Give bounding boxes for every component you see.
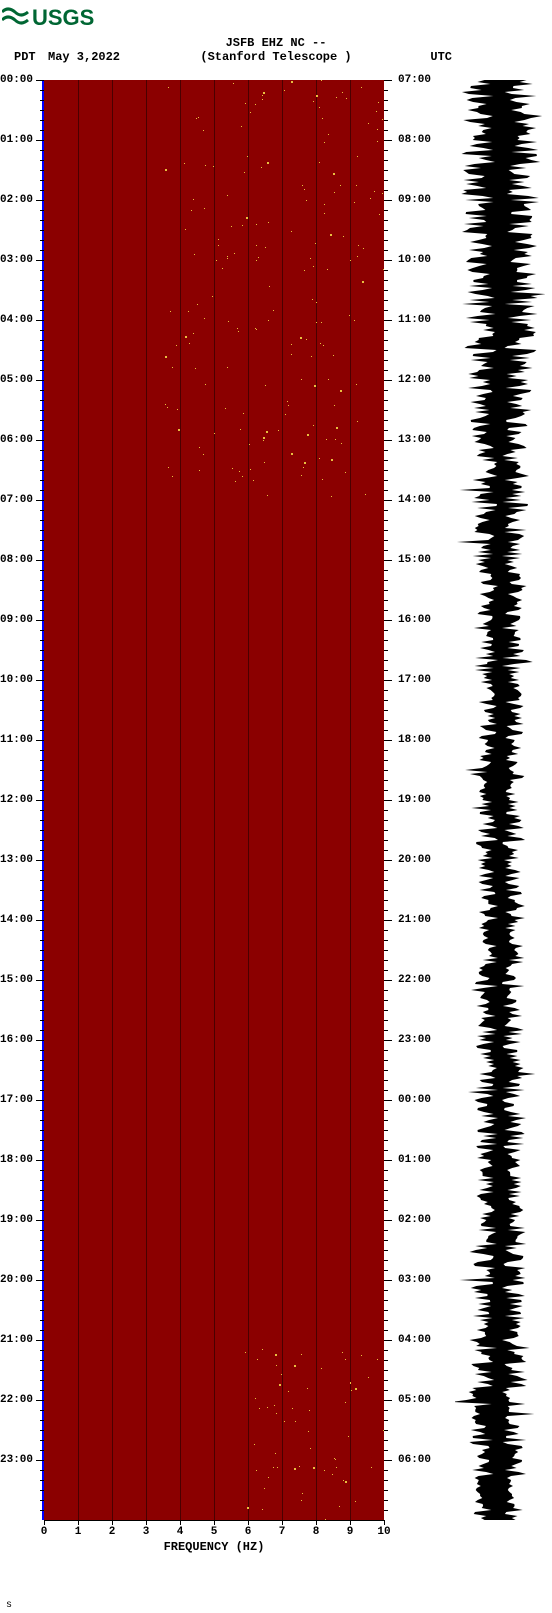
freq-gridline [282,80,283,1520]
utc-hour-label: 10:00 [398,254,431,266]
utc-hour-label: 17:00 [398,674,431,686]
pdt-hour-label: 18:00 [0,1154,33,1166]
footer-text: s [0,1560,552,1611]
pdt-hour-label: 20:00 [0,1274,33,1286]
x-tick-label: 1 [75,1526,82,1538]
x-tick-label: 7 [279,1526,286,1538]
pdt-hour-label: 06:00 [0,434,33,446]
pdt-hour-label: 07:00 [0,494,33,506]
utc-hour-label: 19:00 [398,794,431,806]
utc-hour-label: 18:00 [398,734,431,746]
utc-hour-label: 11:00 [398,314,431,326]
freq-gridline [78,80,79,1520]
utc-hour-label: 23:00 [398,1034,431,1046]
pdt-hour-label: 19:00 [0,1214,33,1226]
utc-hour-label: 08:00 [398,134,431,146]
freq-gridline [214,80,215,1520]
utc-hour-label: 09:00 [398,194,431,206]
pdt-hour-label: 15:00 [0,974,33,986]
pdt-hour-label: 22:00 [0,1394,33,1406]
x-tick-label: 8 [313,1526,320,1538]
utc-hour-label: 01:00 [398,1154,431,1166]
svg-text:USGS: USGS [32,5,94,30]
utc-hour-label: 16:00 [398,614,431,626]
spectrogram-panel [44,80,384,1520]
x-tick-label: 0 [41,1526,48,1538]
x-tick-label: 2 [109,1526,116,1538]
utc-hour-label: 15:00 [398,554,431,566]
utc-hour-label: 03:00 [398,1274,431,1286]
x-tick-label: 6 [245,1526,252,1538]
x-axis-label: FREQUENCY (HZ) [44,1540,384,1554]
pdt-hour-label: 10:00 [0,674,33,686]
pdt-hour-label: 04:00 [0,314,33,326]
utc-hour-label: 07:00 [398,74,431,86]
utc-hour-label: 05:00 [398,1394,431,1406]
plot-area: FREQUENCY (HZ) 0 1 2 3 4 5 6 7 8 9 10 00:00 07:00 01… [0,80,552,1560]
utc-hour-label: 22:00 [398,974,431,986]
x-tick-label: 3 [143,1526,150,1538]
pdt-hour-label: 02:00 [0,194,33,206]
utc-hour-label: 04:00 [398,1334,431,1346]
pdt-hour-label: 14:00 [0,914,33,926]
freq-gridline [248,80,249,1520]
pdt-hour-label: 00:00 [0,74,33,86]
pdt-hour-label: 03:00 [0,254,33,266]
pdt-hour-label: 21:00 [0,1334,33,1346]
freq-gridline [146,80,147,1520]
pdt-hour-label: 11:00 [0,734,33,746]
utc-hour-label: 21:00 [398,914,431,926]
pdt-hour-label: 01:00 [0,134,33,146]
x-tick-label: 4 [177,1526,184,1538]
utc-hour-label: 14:00 [398,494,431,506]
x-tick-label: 9 [347,1526,354,1538]
pdt-hour-label: 09:00 [0,614,33,626]
pdt-hour-label: 08:00 [0,554,33,566]
pdt-hour-label: 13:00 [0,854,33,866]
utc-hour-label: 06:00 [398,1454,431,1466]
plot-date: May 3,2022 [48,50,120,66]
freq-gridline [180,80,181,1520]
utc-hour-label: 20:00 [398,854,431,866]
utc-hour-label: 12:00 [398,374,431,386]
pdt-hour-label: 12:00 [0,794,33,806]
pdt-hour-label: 17:00 [0,1094,33,1106]
usgs-logo: USGS [0,0,552,30]
x-tick-label: 5 [211,1526,218,1538]
pdt-hour-label: 16:00 [0,1034,33,1046]
utc-hour-label: 13:00 [398,434,431,446]
utc-hour-label: 02:00 [398,1214,431,1226]
freq-gridline [112,80,113,1520]
pdt-hour-label: 05:00 [0,374,33,386]
utc-hour-label: 00:00 [398,1094,431,1106]
freq-gridline [316,80,317,1520]
freq-gridline [350,80,351,1520]
tz-left-label: PDT [14,50,36,66]
tz-right-label: UTC [430,50,452,66]
waveform-panel [455,80,545,1520]
x-tick-label: 10 [377,1526,390,1538]
pdt-hour-label: 23:00 [0,1454,33,1466]
plot-header: JSFB EHZ NC -- (Stanford Telescope ) PDT… [0,36,552,70]
